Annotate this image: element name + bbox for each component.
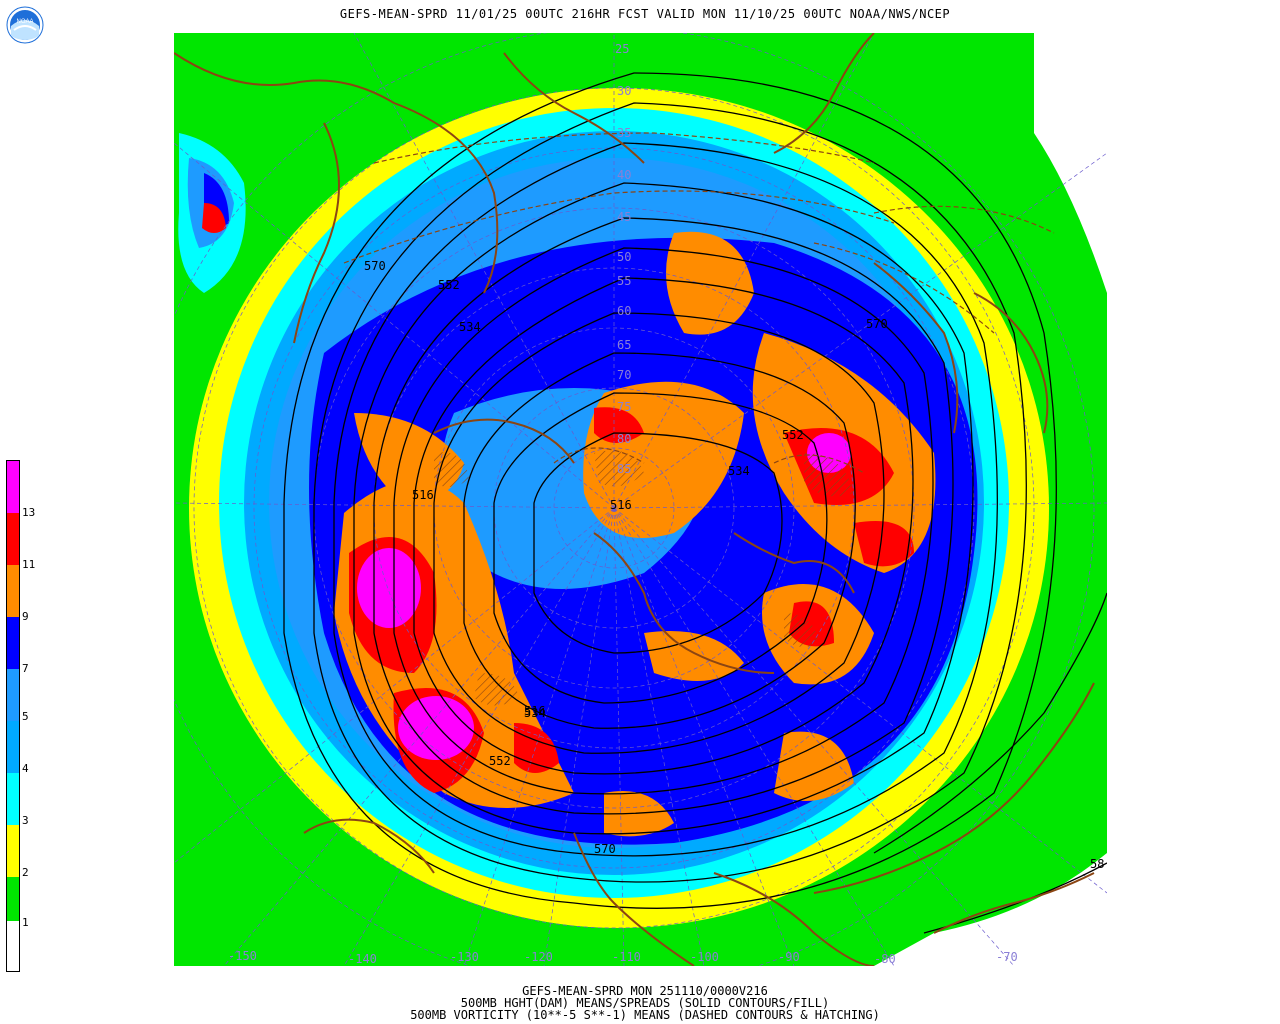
cbar-label: 2 — [22, 866, 29, 879]
lon-label: -150 — [228, 949, 257, 963]
contour-label-group: 570 552 534 516 516 534 552 516 534 552 … — [364, 259, 1104, 871]
lat-label: 70 — [617, 368, 631, 382]
lon-label: -110 — [612, 950, 641, 964]
cbar-label: 1 — [22, 916, 29, 929]
lat-label: 40 — [617, 168, 631, 182]
cbar-seg-green — [7, 877, 19, 921]
field-white-se — [874, 853, 1107, 966]
height-contours — [283, 72, 1107, 934]
longitude-label-group: -150 -140 -130 -120 -110 -100 -90 -80 -7… — [228, 949, 1018, 966]
logo-text: NOAA — [16, 19, 33, 25]
contour-label: 534 — [728, 464, 750, 478]
lat-label: 30 — [617, 84, 631, 98]
lat-label: 25 — [615, 42, 629, 56]
contour-label: 534 — [459, 320, 481, 334]
contour-label: 516 — [610, 498, 632, 512]
field-orange-south — [774, 731, 854, 801]
footer-line-1: GEFS-MEAN-SPRD MON 251110/0000V216 — [522, 984, 768, 998]
lon-label: -80 — [874, 952, 896, 966]
lon-label: -120 — [524, 950, 553, 964]
contour-label: 570 — [364, 259, 386, 273]
lon-label: -100 — [690, 950, 719, 964]
contour-label: 516 — [524, 704, 546, 718]
lon-label: -130 — [450, 950, 479, 964]
lon-label: -70 — [996, 950, 1018, 964]
contour-label: 570 — [866, 317, 888, 331]
hatch-se — [784, 613, 819, 647]
field-orange-north — [666, 231, 754, 335]
field-orange-mid — [644, 631, 744, 681]
weather-map: 570 552 534 516 516 534 552 516 534 552 … — [174, 33, 1107, 966]
cbar-label: 11 — [22, 558, 36, 571]
contour-label: 534 — [524, 706, 546, 720]
lon-label: -90 — [778, 950, 800, 964]
footer-line-2: 500MB HGHT(DAM) MEANS/SPREADS (SOLID CON… — [460, 996, 830, 1010]
noaa-logo-icon: NOAA — [6, 6, 44, 44]
contour-label: 552 — [438, 278, 460, 292]
hatch-pole — [594, 450, 644, 487]
field-red-east2 — [854, 521, 914, 567]
hatch-sw — [474, 673, 519, 706]
contour-label: 516 — [412, 488, 434, 502]
cbar-label: 3 — [22, 814, 29, 827]
continent-outlines — [174, 33, 1095, 966]
lat-label: 35 — [617, 126, 631, 140]
lat-label: 55 — [617, 274, 631, 288]
hatch-east — [804, 453, 854, 497]
chart-title: GEFS-MEAN-SPRD 11/01/25 00UTC 216HR FCST… — [339, 7, 951, 21]
cbar-seg-yellow — [7, 825, 19, 877]
lon-label: -140 — [348, 952, 377, 966]
lat-label: 75 — [617, 400, 631, 414]
cbar-seg-mid-blue — [7, 669, 19, 721]
cbar-seg-white — [7, 921, 19, 971]
cbar-label: 5 — [22, 710, 29, 723]
cbar-seg-cyan — [7, 773, 19, 825]
lat-label: 85 — [617, 462, 631, 476]
contour-label: 58 — [1090, 857, 1104, 871]
field-magenta-west — [357, 548, 421, 628]
contour-label: 552 — [782, 428, 804, 442]
lat-lon-grid — [174, 33, 1107, 966]
latitude-label-group: 25 30 35 40 45 50 55 60 65 70 75 80 85 — [615, 42, 631, 476]
cbar-label: 7 — [22, 662, 29, 675]
cbar-seg-orange — [7, 565, 19, 617]
cbar-seg-light-blue — [7, 721, 19, 773]
field-red-pole — [594, 407, 644, 443]
lat-label: 80 — [617, 432, 631, 446]
cbar-seg-magenta — [7, 461, 19, 513]
contour-label: 570 — [594, 842, 616, 856]
contour-label: 552 — [489, 754, 511, 768]
map-svg: 570 552 534 516 516 534 552 516 534 552 … — [174, 33, 1107, 966]
lat-label: 65 — [617, 338, 631, 352]
lat-label: 45 — [617, 210, 631, 224]
field-white-ne — [1034, 33, 1107, 293]
lat-label: 50 — [617, 250, 631, 264]
cbar-seg-red — [7, 513, 19, 565]
cbar-label: 4 — [22, 762, 29, 775]
cbar-label: 9 — [22, 610, 29, 623]
field-red-nw — [202, 203, 226, 233]
color-bar — [6, 460, 20, 972]
lat-label: 60 — [617, 304, 631, 318]
vorticity-contours — [343, 132, 1055, 474]
footer-line-3: 500MB VORTICITY (10**-5 S**-1) MEANS (DA… — [410, 1008, 880, 1022]
cbar-label: 13 — [22, 506, 36, 519]
cbar-seg-blue — [7, 617, 19, 669]
